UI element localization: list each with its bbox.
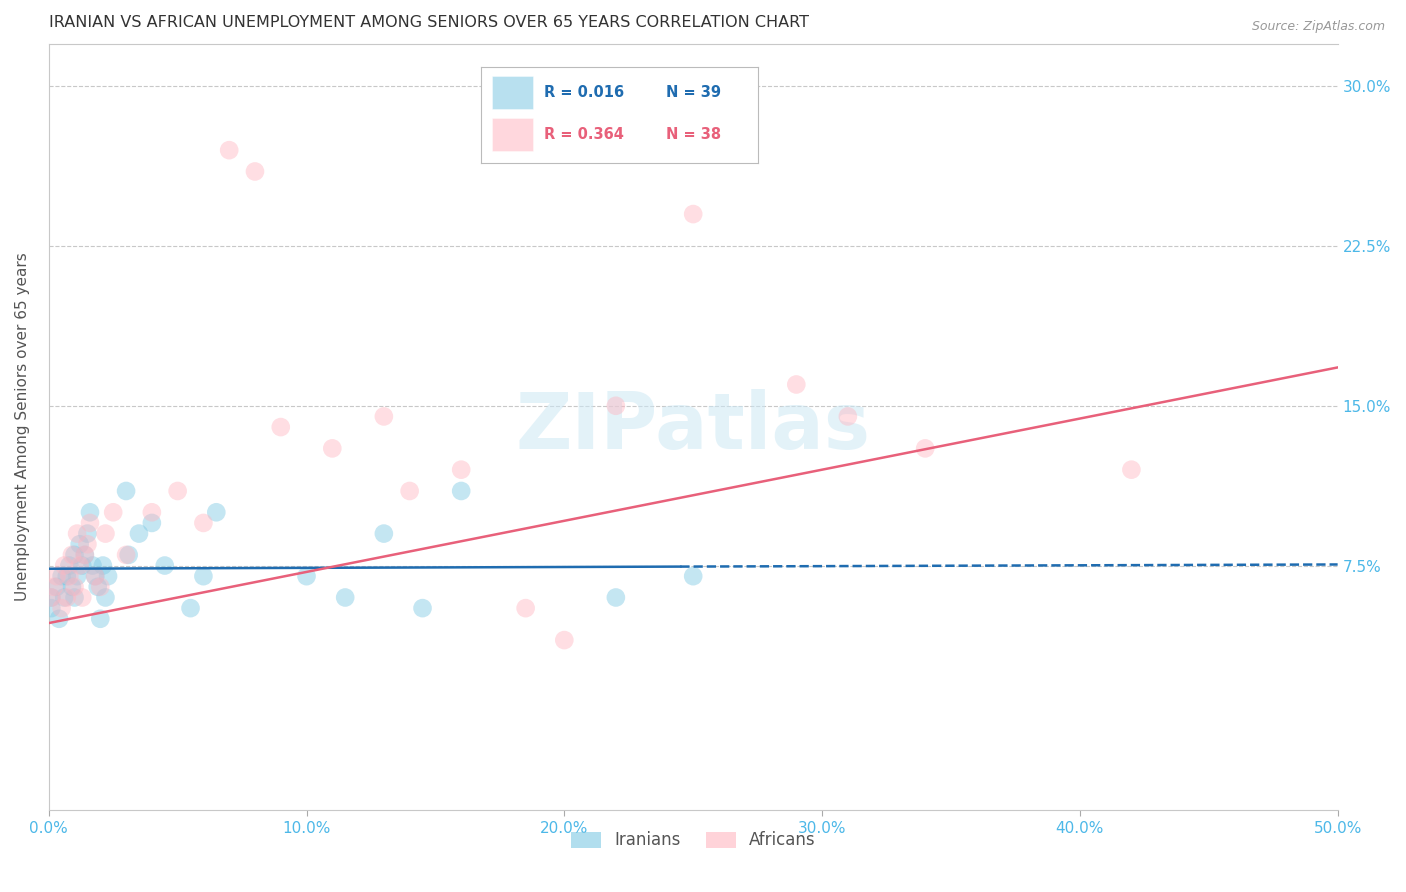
Point	[94, 526, 117, 541]
Point	[115, 483, 138, 498]
Point	[48, 612, 70, 626]
Point	[45, 569, 67, 583]
Point	[60, 580, 83, 594]
Point	[76, 537, 98, 551]
Point	[118, 548, 141, 562]
Point	[914, 442, 936, 456]
Point	[450, 483, 472, 498]
Point	[115, 548, 138, 562]
Point	[373, 526, 395, 541]
Point	[63, 591, 86, 605]
Point	[72, 591, 94, 605]
Point	[515, 601, 537, 615]
Text: IRANIAN VS AFRICAN UNEMPLOYMENT AMONG SENIORS OVER 65 YEARS CORRELATION CHART: IRANIAN VS AFRICAN UNEMPLOYMENT AMONG SE…	[49, 15, 808, 30]
Point	[837, 409, 859, 424]
Point	[60, 548, 83, 562]
Point	[180, 601, 202, 615]
Point	[141, 516, 163, 530]
Point	[63, 580, 86, 594]
Point	[89, 612, 111, 626]
Point	[63, 548, 86, 562]
Point	[41, 591, 63, 605]
Point	[45, 580, 67, 594]
Point	[605, 399, 627, 413]
Point	[72, 558, 94, 573]
Point	[373, 409, 395, 424]
Point	[270, 420, 292, 434]
Point	[1121, 463, 1143, 477]
Point	[76, 526, 98, 541]
Point	[42, 580, 65, 594]
Point	[335, 591, 357, 605]
Point	[69, 537, 91, 551]
Point	[141, 505, 163, 519]
Point	[94, 591, 117, 605]
Point	[193, 516, 215, 530]
Point	[682, 207, 704, 221]
Point	[166, 483, 188, 498]
Point	[41, 591, 63, 605]
Point	[51, 569, 73, 583]
Point	[79, 505, 101, 519]
Legend: Iranians, Africans: Iranians, Africans	[564, 824, 823, 855]
Point	[103, 505, 125, 519]
Point	[553, 633, 575, 648]
Point	[682, 569, 704, 583]
Text: ZIPatlas: ZIPatlas	[516, 389, 870, 465]
Point	[218, 143, 240, 157]
Point	[89, 580, 111, 594]
Point	[128, 526, 150, 541]
Point	[87, 580, 110, 594]
Point	[79, 516, 101, 530]
Point	[785, 377, 807, 392]
Point	[193, 569, 215, 583]
Y-axis label: Unemployment Among Seniors over 65 years: Unemployment Among Seniors over 65 years	[15, 252, 30, 601]
Point	[66, 526, 89, 541]
Point	[56, 569, 79, 583]
Point	[73, 548, 96, 562]
Point	[58, 569, 80, 583]
Point	[66, 569, 89, 583]
Text: Source: ZipAtlas.com: Source: ZipAtlas.com	[1251, 20, 1385, 33]
Point	[84, 569, 107, 583]
Point	[450, 463, 472, 477]
Point	[73, 548, 96, 562]
Point	[53, 558, 76, 573]
Point	[97, 569, 120, 583]
Point	[58, 558, 80, 573]
Point	[398, 483, 420, 498]
Point	[91, 558, 114, 573]
Point	[605, 591, 627, 605]
Point	[243, 164, 266, 178]
Point	[84, 569, 107, 583]
Point	[412, 601, 434, 615]
Point	[321, 442, 343, 456]
Point	[295, 569, 318, 583]
Point	[82, 558, 104, 573]
Point	[53, 591, 76, 605]
Point	[51, 601, 73, 615]
Point	[69, 558, 91, 573]
Point	[153, 558, 176, 573]
Point	[41, 601, 63, 615]
Point	[205, 505, 228, 519]
Point	[56, 591, 79, 605]
